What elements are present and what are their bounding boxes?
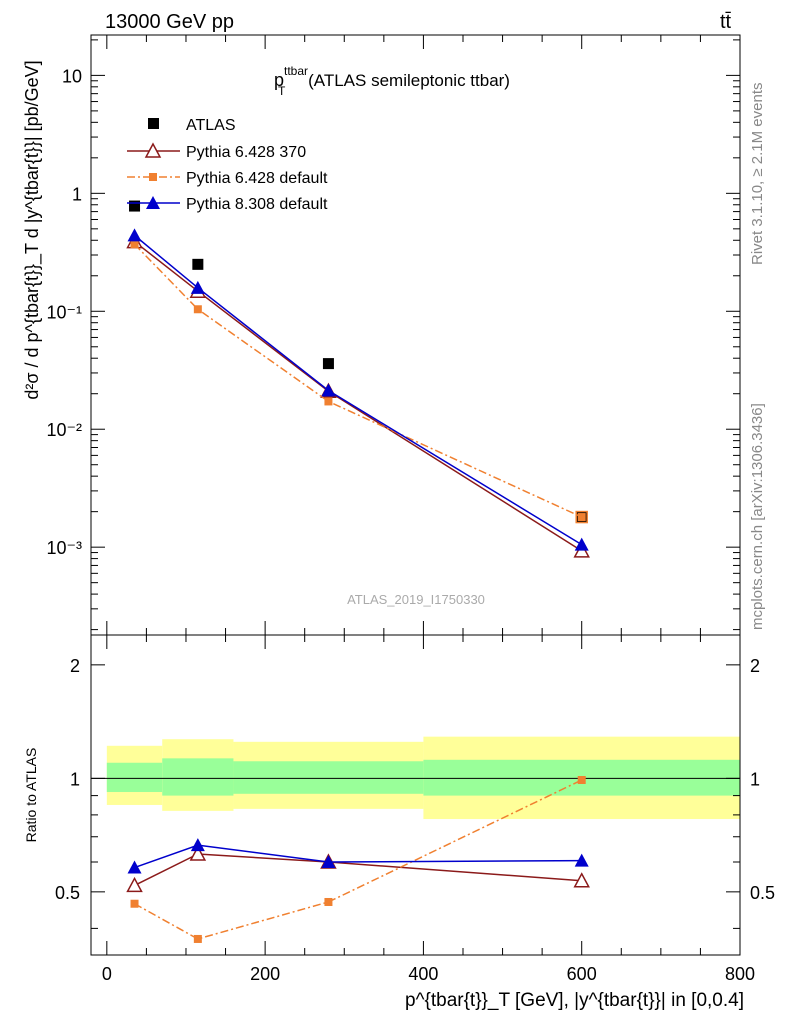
x-axis-label: p^{tbar{t}}_T [GeV], |y^{tbar{t}}| in [0… (405, 990, 744, 1011)
ratio-point-series-2-3 (577, 775, 586, 784)
legend-py6-370-marker (144, 142, 162, 158)
mcplots-label: mcplots.cern.ch [arXiv:1306.3436] (749, 403, 766, 630)
main-point-series-3-3 (574, 537, 589, 551)
title-main: p (274, 70, 284, 90)
band-inner-0 (106, 762, 163, 793)
legend-atlas-label: ATLAS (186, 117, 236, 134)
main-line-series-2 (133, 243, 583, 518)
x-tick-label-3: 600 (567, 964, 597, 984)
legend-py8-def-label: Pythia 8.308 default (186, 196, 328, 213)
main-line-series-1 (134, 240, 583, 552)
ratio-point-series-3-0 (127, 860, 142, 874)
band-inner-1 (162, 758, 234, 796)
main-point-series-2-3 (577, 513, 586, 522)
legend-atlas-marker (148, 118, 159, 129)
y-ratio-tick-label-r-2: 2 (750, 656, 760, 676)
main-point-series-2-2 (324, 397, 333, 406)
title-sub: T (278, 84, 286, 98)
legend-py8-def-marker (146, 196, 160, 209)
y-main-tick-label-2: 10⁻¹ (46, 302, 82, 322)
main-point-series-3-0 (127, 228, 142, 242)
y-ratio-axis-label: Ratio to ATLAS (23, 748, 39, 843)
main-point-series-2-0 (130, 240, 139, 249)
ratio-point-series-2-2 (324, 897, 333, 906)
ratio-point-series-1-1 (189, 845, 207, 861)
ratio-point-series-1-0 (126, 876, 143, 893)
overlap-point-outline (575, 510, 588, 524)
x-tick-label-4: 800 (725, 964, 755, 984)
legend-py6-def-label: Pythia 6.428 default (186, 170, 328, 187)
y-main-axis-label: d²σ / d p^{tbar{t}}_T d |y^{tbar{t}}| [p… (22, 60, 43, 399)
y-ratio-tick-label-r-0: 0.5 (750, 883, 775, 903)
main-line-series-3 (134, 234, 583, 546)
rivet-label: Rivet 3.1.10, ≥ 2.1M events (749, 83, 766, 266)
ratio-point-series-3-2 (321, 854, 336, 868)
ratio-point-series-2-0 (130, 899, 139, 908)
ratio-point-series-3-3 (574, 853, 589, 867)
y-ratio-tick-label-r-1: 1 (750, 769, 760, 789)
axis-ticks: 0 200 400 600 800 10⁻³ 10⁻² 10⁻¹ 1 10 0.5 0.5 1 1 2 2 (46, 35, 775, 984)
ratio-line-series-3 (134, 844, 582, 869)
main-point-series-3-2 (321, 383, 336, 397)
y-main-tick-label-0: 10⁻³ (46, 538, 82, 558)
ratio-line-series-2 (134, 779, 583, 940)
ratio-panel-frame (90, 634, 741, 956)
title-rest: (ATLAS semileptonic ttbar) (303, 71, 510, 90)
main-point-series-2-1 (193, 305, 202, 314)
ratio-point-series-1-3 (573, 872, 590, 888)
data-series (126, 200, 590, 943)
title-sup: ttbar (284, 64, 308, 78)
ratio-line-series-1 (134, 853, 582, 887)
y-main-tick-label-4: 10 (62, 66, 82, 86)
legend-py6-def-marker (149, 173, 157, 181)
band-inner-2 (233, 761, 424, 794)
x-tick-label-2: 400 (408, 964, 438, 984)
y-main-tick-label-3: 1 (72, 184, 82, 204)
process-label: tt̄ (720, 11, 732, 33)
y-ratio-tick-label-l-1: 1 (70, 769, 80, 789)
main-point-series-0-1 (192, 258, 204, 270)
ratio-uncertainty-bands (91, 736, 740, 820)
analysis-id: ATLAS_2019_I1750330 (347, 592, 485, 607)
x-tick-label-1: 200 (250, 964, 280, 984)
energy-label: 13000 GeV pp (105, 11, 234, 33)
main-point-series-0-2 (322, 358, 334, 370)
y-ratio-tick-label-l-2: 2 (70, 656, 80, 676)
x-tick-label-0: 0 (102, 964, 112, 984)
y-ratio-tick-label-l-0: 0.5 (55, 883, 80, 903)
y-main-tick-label-1: 10⁻² (46, 420, 82, 440)
ratio-point-series-3-1 (190, 838, 205, 852)
main-point-series-0-0 (129, 200, 141, 212)
main-point-series-3-1 (190, 280, 205, 294)
legend-py6-370-label: Pythia 6.428 370 (186, 144, 306, 161)
legend: ATLAS Pythia 6.428 370 Pythia 6.428 defa… (127, 117, 328, 213)
ratio-point-series-2-1 (193, 934, 202, 943)
plot-title: pttbar T (ATLAS semileptonic ttbar) (274, 64, 510, 98)
